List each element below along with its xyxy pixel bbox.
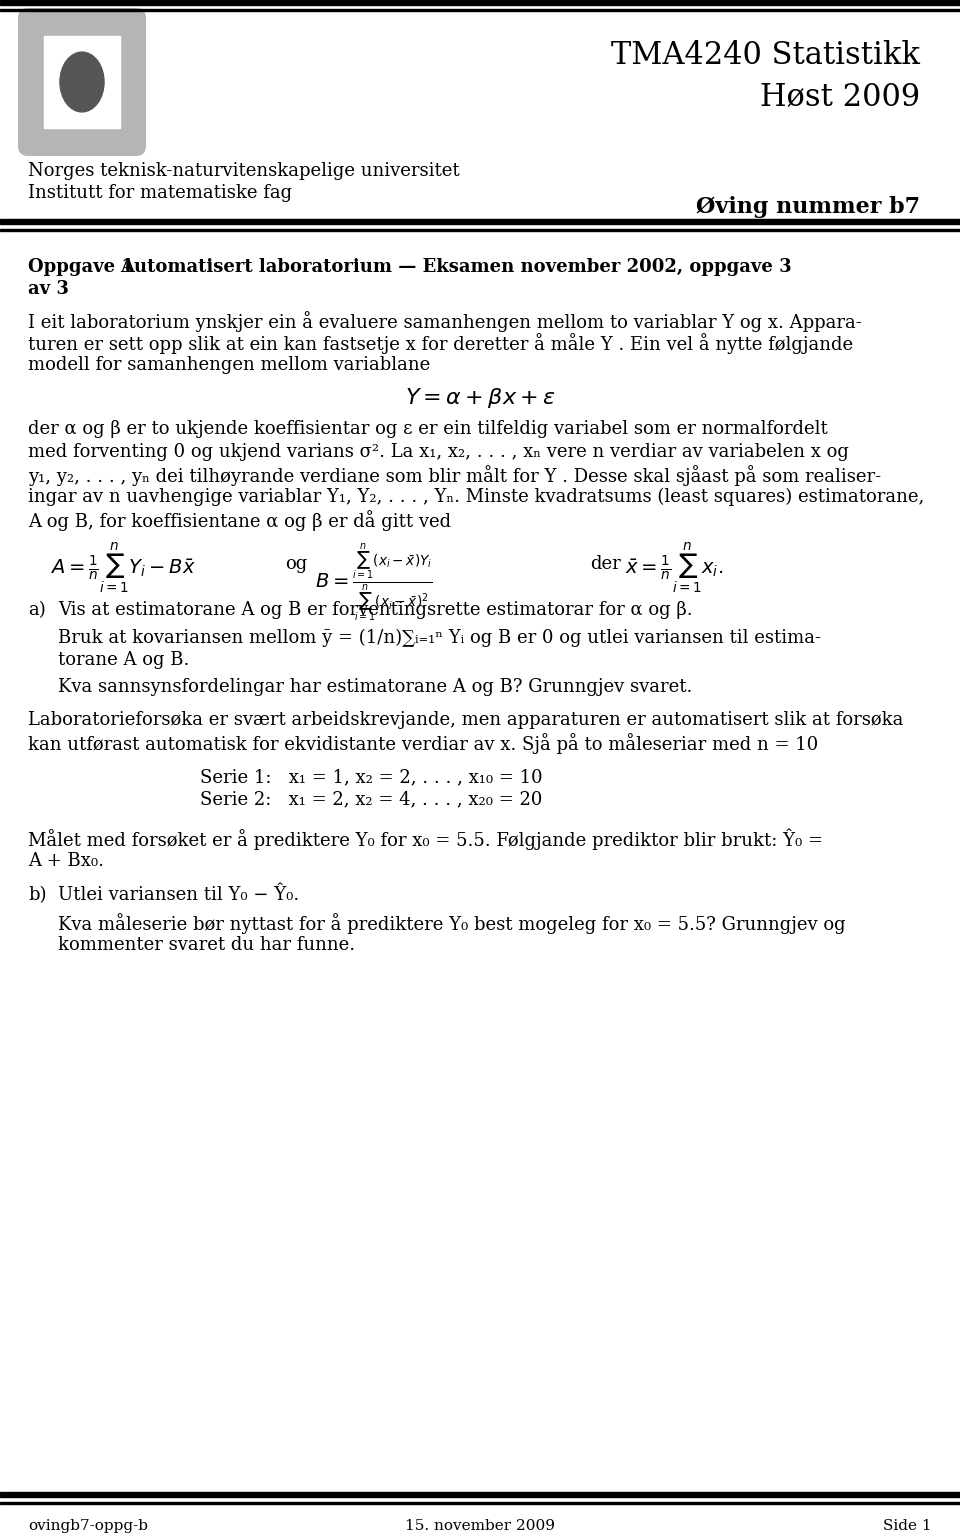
Text: Serie 1:   x₁ = 1, x₂ = 2, . . . , x₁₀ = 10: Serie 1: x₁ = 1, x₂ = 2, . . . , x₁₀ = 1… (200, 768, 542, 785)
Text: turen er sett opp slik at ein kan fastsetje x for deretter å måle Y . Ein vel å : turen er sett opp slik at ein kan fastse… (28, 334, 853, 354)
Ellipse shape (60, 52, 104, 112)
Bar (0, 219, 960, 223)
Text: Laboratorieforsøka er svært arbeidskrevjande, men apparaturen er automatisert sl: Laboratorieforsøka er svært arbeidskrevj… (28, 711, 903, 728)
Text: a): a) (28, 601, 46, 619)
Text: med forventing 0 og ukjend varians σ². La x₁, x₂, . . . , xₙ vere n verdiar av v: med forventing 0 og ukjend varians σ². L… (28, 444, 849, 460)
Text: TMA4240 Statistikk: TMA4240 Statistikk (612, 40, 920, 71)
Text: A og B, for koeffisientane α og β er då gitt ved: A og B, for koeffisientane α og β er då … (28, 510, 451, 531)
Text: y₁, y₂, . . . , yₙ dei tilhøyrande verdiane som blir målt for Y . Desse skal sjå: y₁, y₂, . . . , yₙ dei tilhøyrande verdi… (28, 465, 881, 487)
Text: Kva måleserie bør nyttast for å prediktere Y₀ best mogeleg for x₀ = 5.5? Grunngj: Kva måleserie bør nyttast for å predikte… (58, 913, 846, 935)
Text: kommenter svaret du har funne.: kommenter svaret du har funne. (58, 936, 355, 953)
Text: der α og β er to ukjende koeffisientar og ε er ein tilfeldig variabel som er nor: der α og β er to ukjende koeffisientar o… (28, 420, 828, 439)
Text: Bruk at kovariansen mellom ȳ = (1/n)∑ᵢ₌₁ⁿ Yᵢ og B er 0 og utlei variansen til es: Bruk at kovariansen mellom ȳ = (1/n)∑ᵢ₌₁… (58, 628, 821, 647)
Text: 15. november 2009: 15. november 2009 (405, 1518, 555, 1532)
FancyBboxPatch shape (18, 8, 146, 156)
Text: Automatisert laboratorium — Eksamen november 2002, oppgave 3: Automatisert laboratorium — Eksamen nove… (120, 259, 792, 276)
Text: I eit laboratorium ynskjer ein å evaluere samanhengen mellom to variablar Y og x: I eit laboratorium ynskjer ein å evaluer… (28, 311, 862, 333)
Text: Utlei variansen til Y₀ − Ŷ₀.: Utlei variansen til Y₀ − Ŷ₀. (58, 885, 300, 904)
Text: Kva sannsynsfordelingar har estimatorane A og B? Grunngjev svaret.: Kva sannsynsfordelingar har estimatorane… (58, 679, 692, 696)
Text: $A = \frac{1}{n}\sum_{i=1}^{n} Y_i - B\bar{x}$: $A = \frac{1}{n}\sum_{i=1}^{n} Y_i - B\b… (50, 541, 196, 596)
Text: torane A og B.: torane A og B. (58, 651, 189, 668)
Text: $\bar{x} = \frac{1}{n}\sum_{i=1}^{n} x_i.$: $\bar{x} = \frac{1}{n}\sum_{i=1}^{n} x_i… (625, 541, 723, 596)
Text: Norges teknisk-naturvitenskapelige universitet: Norges teknisk-naturvitenskapelige unive… (28, 162, 460, 180)
Text: Oppgave 1: Oppgave 1 (28, 259, 133, 276)
Text: og: og (285, 554, 307, 573)
Text: $B = \frac{\sum_{i=1}^{n}(x_i - \bar{x})Y_i}{\sum_{i=1}^{n}(x_i - \bar{x})^2}$: $B = \frac{\sum_{i=1}^{n}(x_i - \bar{x})… (315, 541, 433, 624)
Text: $Y = \alpha + \beta x + \varepsilon$: $Y = \alpha + \beta x + \varepsilon$ (404, 387, 556, 411)
Text: Øving nummer b7: Øving nummer b7 (696, 196, 920, 219)
Text: A + Bx₀.: A + Bx₀. (28, 852, 104, 870)
Text: Målet med forsøket er å prediktere Y₀ for x₀ = 5.5. Følgjande prediktor blir bru: Målet med forsøket er å prediktere Y₀ fo… (28, 829, 823, 850)
Bar (0, 1492, 960, 1497)
Text: b): b) (28, 885, 46, 904)
Text: ovingb7-oppg-b: ovingb7-oppg-b (28, 1518, 148, 1532)
Text: kan utførast automatisk for ekvidistante verdiar av x. Sjå på to måleseriar med : kan utførast automatisk for ekvidistante… (28, 733, 818, 755)
Text: Vis at estimatorane A og B er forventingsrette estimatorar for α og β.: Vis at estimatorane A og B er forventing… (58, 601, 692, 619)
Text: modell for samanhengen mellom variablane: modell for samanhengen mellom variablane (28, 356, 430, 374)
Text: av 3: av 3 (28, 280, 69, 299)
Bar (0, 9, 960, 11)
Bar (0, 0, 960, 5)
Text: ingar av n uavhengige variablar Y₁, Y₂, . . . , Yₙ. Minste kvadratsums (least sq: ingar av n uavhengige variablar Y₁, Y₂, … (28, 488, 924, 507)
Text: Institutt for matematiske fag: Institutt for matematiske fag (28, 183, 292, 202)
Bar (44, 35, 120, 128)
Text: der: der (590, 554, 621, 573)
Bar (0, 228, 960, 231)
Text: Høst 2009: Høst 2009 (760, 82, 920, 112)
Text: Side 1: Side 1 (883, 1518, 932, 1532)
Bar (0, 1502, 960, 1505)
Text: Serie 2:   x₁ = 2, x₂ = 4, . . . , x₂₀ = 20: Serie 2: x₁ = 2, x₂ = 4, . . . , x₂₀ = 2… (200, 790, 542, 808)
